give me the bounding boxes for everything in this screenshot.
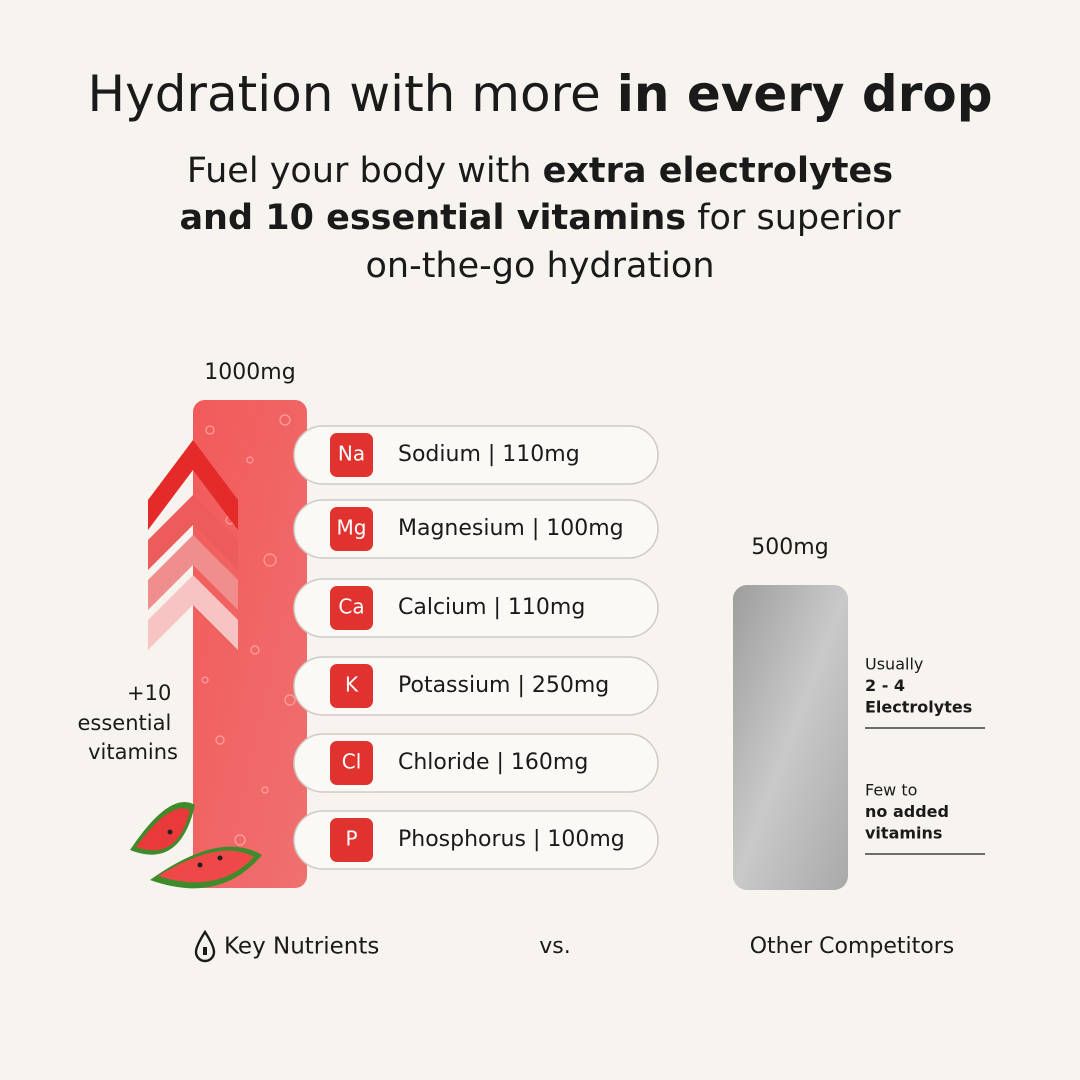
vs-label: vs. bbox=[539, 934, 570, 959]
element-badge bbox=[330, 433, 373, 477]
right-amount: 500mg bbox=[751, 535, 828, 560]
element-badge bbox=[330, 818, 373, 862]
element-symbol: Na bbox=[338, 442, 365, 466]
subtitle-regular: on-the-go hydration bbox=[365, 246, 714, 286]
subtitle-regular: for superior bbox=[697, 198, 901, 238]
subtitle-line: and 10 essential vitamins for superior bbox=[179, 198, 901, 238]
element-badge bbox=[330, 664, 373, 708]
nutrient-label: Phosphorus | 100mg bbox=[398, 827, 625, 852]
title-bold: in every drop bbox=[617, 65, 993, 123]
subtitle-line: Fuel your body with extra electrolytes bbox=[187, 151, 893, 191]
note-bold: Electrolytes bbox=[865, 698, 972, 717]
nutrient-label: Sodium | 110mg bbox=[398, 442, 580, 467]
nutrient-pill bbox=[293, 733, 659, 793]
subtitle-bold: extra electrolytes bbox=[543, 151, 893, 191]
element-symbol: K bbox=[345, 673, 359, 697]
nutrient-label: Magnesium | 100mg bbox=[398, 516, 624, 541]
side-label-line: vitamins bbox=[88, 740, 178, 764]
arrows bbox=[148, 440, 238, 650]
nutrient-pill bbox=[293, 810, 659, 870]
element-symbol: P bbox=[345, 827, 357, 851]
nutrient-pill bbox=[293, 499, 659, 559]
note-bold: no added bbox=[865, 802, 949, 821]
note-bold: vitamins bbox=[865, 824, 942, 843]
nutrient-label: Potassium | 250mg bbox=[398, 673, 609, 698]
element-symbol: Ca bbox=[338, 595, 364, 619]
subtitle-bold: and 10 essential vitamins bbox=[179, 198, 686, 238]
side-label-line: +10 bbox=[127, 681, 171, 705]
element-badge bbox=[330, 741, 373, 785]
nutrient-pill bbox=[293, 656, 659, 716]
element-symbol: Cl bbox=[342, 750, 362, 774]
title: Hydration with more in every drop bbox=[88, 65, 993, 123]
title-regular: Hydration with more bbox=[88, 65, 601, 123]
side-label: +10 essential vitamins bbox=[78, 681, 179, 764]
drop-icon bbox=[194, 929, 216, 963]
nutrient-pill bbox=[293, 425, 659, 485]
element-badge bbox=[330, 507, 373, 551]
note-regular: Few to bbox=[865, 781, 917, 800]
right-caption: Other Competitors bbox=[750, 934, 955, 959]
watermelon bbox=[130, 802, 262, 889]
element-badge bbox=[330, 586, 373, 630]
left-caption: Key Nutrients bbox=[224, 934, 379, 960]
element-symbol: Mg bbox=[337, 516, 367, 540]
left-amount: 1000mg bbox=[204, 360, 295, 385]
side-label-line: essential bbox=[78, 711, 172, 735]
right-bar bbox=[733, 585, 848, 890]
subtitle-regular: Fuel your body with bbox=[187, 151, 532, 191]
subtitle-line: on-the-go hydration bbox=[365, 246, 714, 286]
left-bar bbox=[193, 400, 307, 888]
nutrient-label: Calcium | 110mg bbox=[398, 595, 585, 620]
note-regular: Usually bbox=[865, 655, 923, 674]
nutrient-list: Na Sodium | 110mg Mg Magnesium | 100mg Ca Cal… bbox=[293, 425, 659, 870]
nutrient-pill bbox=[293, 578, 659, 638]
competitor-notes: Usually 2 - 4 Electrolytes Few to no added vi… bbox=[865, 655, 985, 855]
nutrient-label: Chloride | 160mg bbox=[398, 750, 588, 775]
note-bold: 2 - 4 bbox=[865, 676, 905, 695]
